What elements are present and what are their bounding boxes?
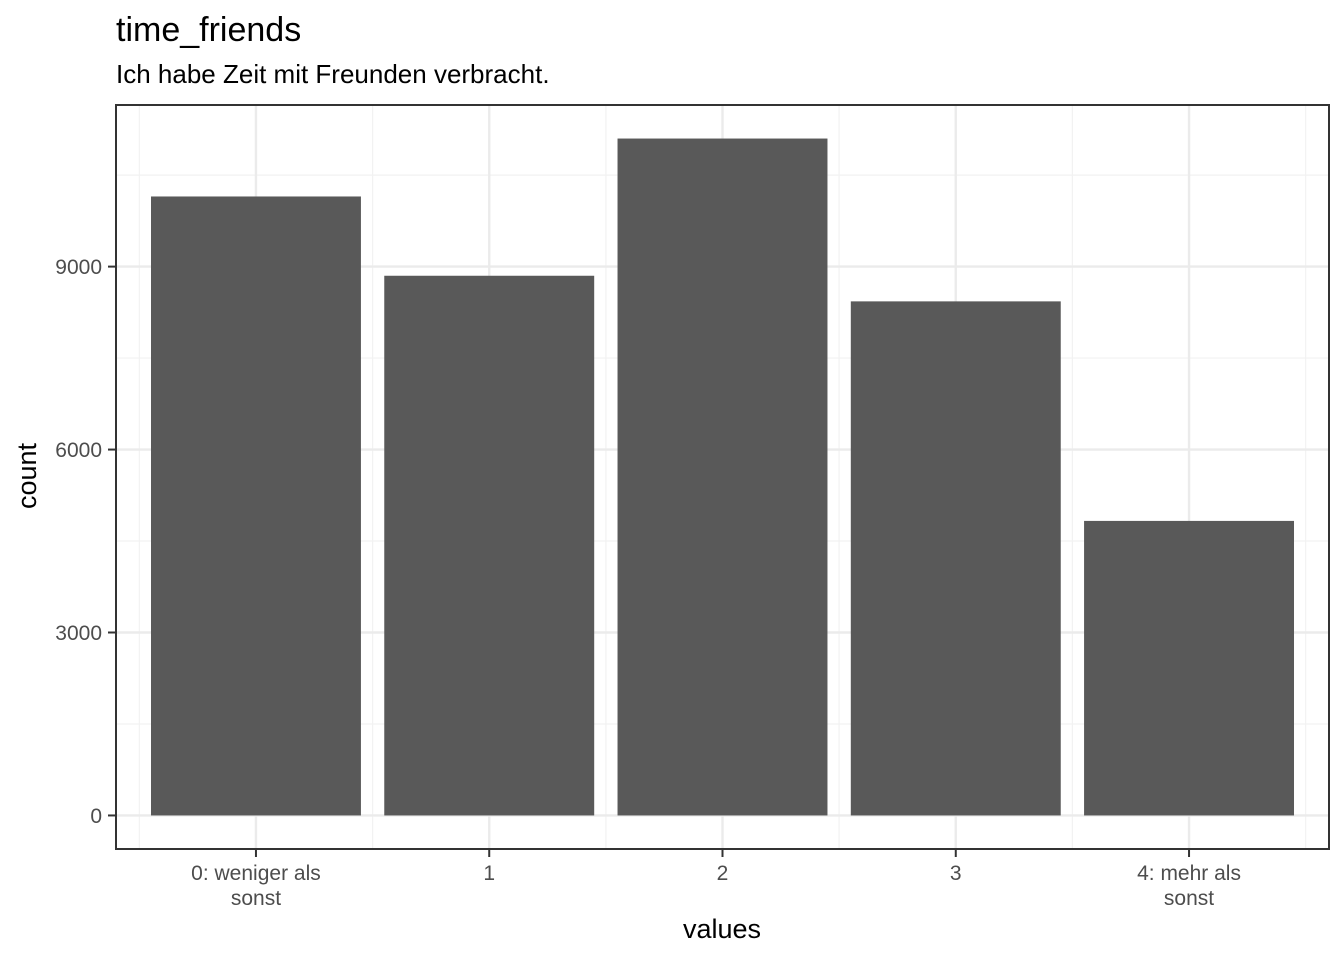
y-axis: 0 3000 6000 9000 (55, 256, 116, 828)
chart-subtitle: Ich habe Zeit mit Freunden verbracht. (116, 59, 550, 89)
y-axis-title: count (12, 442, 42, 509)
chart-title: time_friends (116, 11, 301, 49)
x-axis: 0: weniger als sonst 1 2 3 4: mehr als sonst (191, 849, 1241, 910)
y-tick-label: 6000 (55, 439, 102, 462)
y-tick-label: 0 (90, 805, 102, 828)
x-tick-label: 1 (483, 862, 495, 885)
bar (384, 275, 595, 816)
x-tick-label: 4: mehr als sonst (1137, 862, 1241, 910)
bar (617, 138, 828, 816)
bar (850, 301, 1061, 816)
x-tick-label: 2 (717, 862, 729, 885)
x-axis-title: values (683, 914, 761, 944)
x-tick-label: 0: weniger als sonst (191, 862, 321, 910)
y-tick-label: 9000 (55, 256, 102, 279)
y-tick-label: 3000 (55, 622, 102, 645)
bars (150, 138, 1295, 816)
bar (1084, 520, 1295, 816)
x-tick-label: 3 (950, 862, 962, 885)
bar (150, 196, 361, 816)
